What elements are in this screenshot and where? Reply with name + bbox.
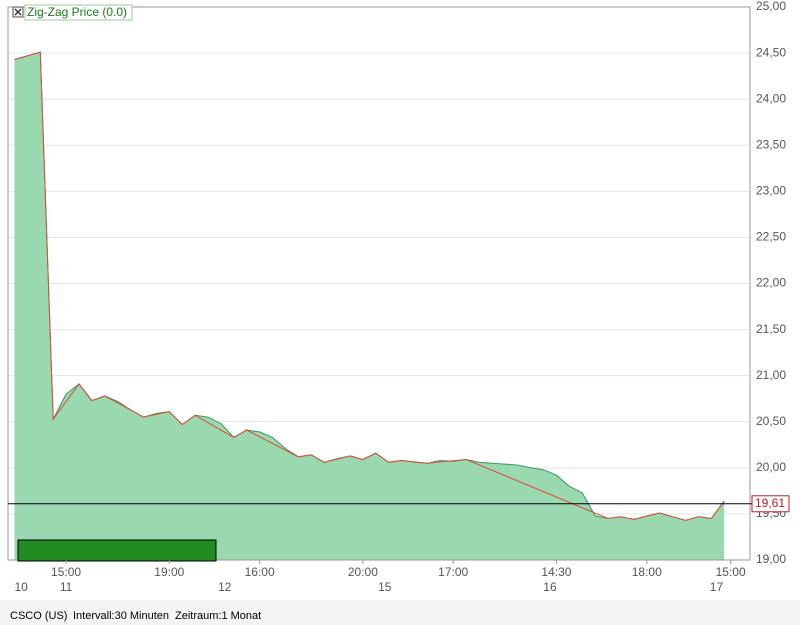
- zigzag-line: [14, 51, 725, 521]
- y-tick-label: 23,00: [756, 184, 786, 198]
- last-price-label: 19,61: [755, 496, 785, 510]
- day-tick-label: 15: [378, 580, 392, 594]
- x-tick-label: 14:30: [541, 565, 571, 579]
- y-tick-label: 21,50: [756, 322, 786, 336]
- y-tick-label: 22,50: [756, 230, 786, 244]
- x-tick-label: 18:00: [632, 565, 662, 579]
- plot-area: [8, 6, 750, 561]
- day-tick-label: 11: [60, 580, 73, 594]
- y-tick-label: 20,50: [756, 414, 786, 428]
- legend-box: [24, 4, 133, 21]
- x-tick-label: 15:00: [716, 565, 746, 579]
- day-tick-label: 16: [543, 580, 557, 594]
- x-tick-label: 15:00: [51, 565, 81, 579]
- x-tick-label: 19:00: [154, 565, 184, 579]
- y-tick-label: 25,00: [756, 0, 786, 13]
- y-tick-label: 19,00: [756, 552, 786, 566]
- y-tick-label: 20,00: [756, 460, 786, 474]
- y-tick-label: 24,00: [756, 91, 786, 105]
- day-tick-label: 12: [218, 580, 232, 594]
- y-tick-label: 23,50: [756, 137, 786, 151]
- day-tick-label: 17: [710, 580, 724, 594]
- y-tick-label: 22,00: [756, 276, 786, 290]
- x-tick-label: 17:00: [438, 565, 468, 579]
- footer-range: Zeitraum:1 Monat: [175, 610, 261, 622]
- footer-symbol: CSCO (US): [10, 610, 67, 622]
- x-tick-label: 20:00: [348, 565, 378, 579]
- y-tick-label: 24,50: [756, 45, 786, 59]
- day-tick-label: 10: [14, 580, 28, 594]
- navigator[interactable]: [17, 539, 217, 562]
- footer-bar: [0, 600, 800, 625]
- legend-label: Zig-Zag Price (0.0): [27, 5, 127, 19]
- y-tick-label: 21,00: [756, 368, 786, 382]
- footer-interval: Intervall:30 Minuten: [73, 610, 169, 622]
- legend-checkbox-mark: [14, 8, 22, 16]
- plot-border: [7, 6, 751, 561]
- price-area: [14, 52, 725, 560]
- x-tick-label: 16:00: [245, 565, 275, 579]
- last-price-box: [751, 495, 790, 513]
